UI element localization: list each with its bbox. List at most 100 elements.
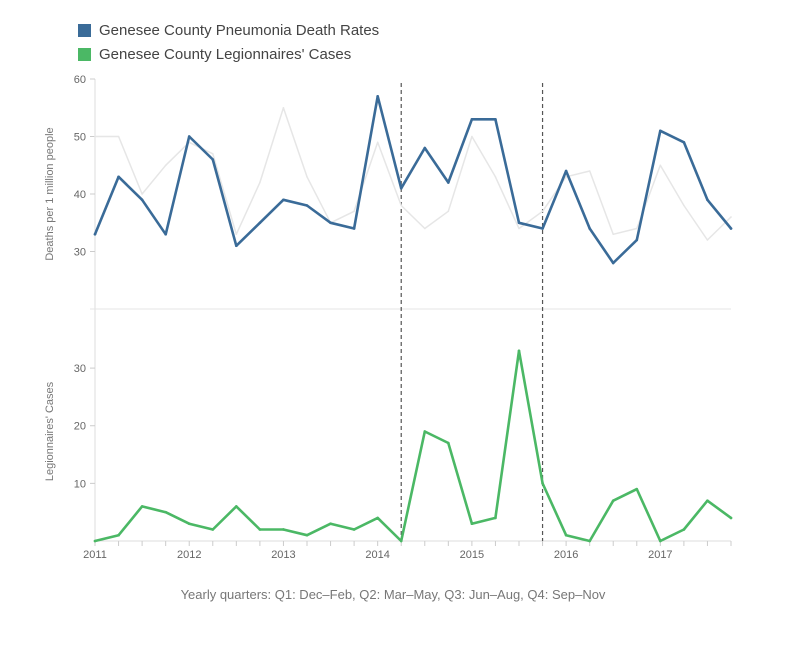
series-line-pneumonia-point [659,129,662,133]
series-line-pneumonia-point [423,146,427,150]
x-tick-label: 2012 [177,549,201,561]
series-line-legionnaires-point [376,516,379,520]
series-line-legionnaires-point [659,539,662,543]
x-tick-label: 2011 [83,549,107,561]
series-line-pneumonia-point [611,261,615,265]
x-tick-label: 2016 [554,549,578,561]
series-line-comparison-point [117,135,120,138]
series-line-legionnaires-point [140,505,144,508]
y-tick-label-top: 30 [74,247,86,259]
series-line-pneumonia [93,95,733,265]
series-line-legionnaires-point [541,482,544,485]
series-line-legionnaires [93,349,733,543]
series-line-comparison-point [141,193,143,195]
series-line-comparison-point [212,153,214,155]
series-line-legionnaires-point [706,499,709,502]
series-line-legionnaires-point [423,430,427,433]
series-line-legionnaires-point [588,539,591,543]
series-line-comparison-point [612,233,614,235]
y-tick-label-bottom: 10 [74,478,86,490]
series-line-legionnaires-point [399,539,403,543]
series-line-comparison-point [447,210,450,212]
series-line-comparison-point [706,239,709,241]
x-tick-label: 2015 [460,549,484,561]
series-line-pneumonia-point [164,232,167,236]
y-axis-title-top: Deaths per 1 million people [44,127,56,260]
legend-item-pneumonia[interactable]: Genesee County Pneumonia Death Rates [78,18,379,42]
series-line-legionnaires-point [494,516,497,520]
legionnaires-swatch [78,47,91,61]
series-line-pneumonia-point [541,227,544,230]
series-line-comparison-point [659,164,662,166]
legend-item-legionnaires[interactable]: Genesee County Legionnaires' Cases [78,42,379,66]
series-line-comparison-point [471,135,473,138]
series-line-comparison-point [235,233,238,235]
series-line-legionnaires-point [447,441,450,445]
series-line-pneumonia-point [282,198,285,202]
series-line-legionnaires-point [258,528,262,531]
series-line-comparison-point [636,227,638,230]
series-line-legionnaires-point [305,533,309,537]
series-line-pneumonia-point [706,198,709,202]
series-line-legionnaires-point [682,528,686,531]
x-tick-label: 2017 [648,549,672,561]
series-line-comparison-point [164,164,167,166]
series-line-pneumonia-point [329,221,332,225]
y-tick-label-bottom: 30 [74,363,86,375]
series-line-comparison-point [588,170,591,172]
series-line-comparison-point [259,181,261,184]
series-line-legionnaires-point [517,349,521,353]
series-line-pneumonia-point [235,244,238,248]
series-line-pneumonia-point [117,175,120,179]
legend: Genesee County Pneumonia Death Rates Gen… [78,18,379,66]
series-line-comparison-point [730,216,732,218]
series-line-comparison-point [424,227,426,230]
series-line-pneumonia-point [305,204,309,207]
series-line-legionnaires-point [635,487,639,491]
series-line-pneumonia-point [399,186,403,190]
series-line-comparison-point [376,141,379,143]
x-tick-label: 2014 [365,549,389,561]
series-line-pneumonia-point [376,94,379,98]
y-tick-label-top: 40 [74,189,86,201]
series-line-legionnaires-point [564,533,568,537]
y-tick-label-top: 50 [74,132,86,144]
series-line-pneumonia-point [494,117,497,121]
series-line-pneumonia-point [352,227,356,230]
series-line-comparison-point [353,210,355,212]
series-line-pneumonia-point [447,181,450,184]
y-axis-title-bottom: Legionnaires' Cases [44,381,56,481]
series-line-comparison [94,107,732,241]
legend-label-pneumonia: Genesee County Pneumonia Death Rates [99,21,380,39]
series-line-comparison-point [494,176,497,178]
series-line-legionnaires-point [352,528,356,531]
series-line-pneumonia-point [93,232,97,236]
legend-label-legionnaires: Genesee County Legionnaires' Cases [99,45,352,63]
series-line-pneumonia-point [517,221,521,225]
series-line-pneumonia-point [635,238,639,242]
x-tick-label: 2013 [271,549,295,561]
series-line-legionnaires-point [729,516,733,520]
series-line-pneumonia-point [729,227,733,230]
pneumonia-swatch [78,23,91,37]
series-line-pneumonia-point [211,158,215,161]
series-line-pneumonia-point [258,221,262,225]
series-line-comparison-point [518,227,520,230]
series-line-comparison-point [400,204,402,207]
series-line-comparison-point [306,176,308,178]
series-line-legionnaires-point [611,499,615,502]
series-line-pneumonia-point [187,135,191,138]
series-line-comparison-point [565,176,567,178]
y-tick-label-bottom: 20 [74,421,86,433]
y-tick-label-top: 60 [74,74,86,86]
series-line-comparison-point [94,135,96,138]
series-line-legionnaires-point [187,522,191,526]
series-line-legionnaires-point [282,528,285,531]
series-line-legionnaires-point [329,522,332,526]
series-line-pneumonia-point [588,227,591,230]
series-line-legionnaires-point [211,528,215,531]
series-line-pneumonia-point [682,140,686,144]
series-line-legionnaires-point [117,533,120,537]
series-line-pneumonia-point [140,198,144,202]
